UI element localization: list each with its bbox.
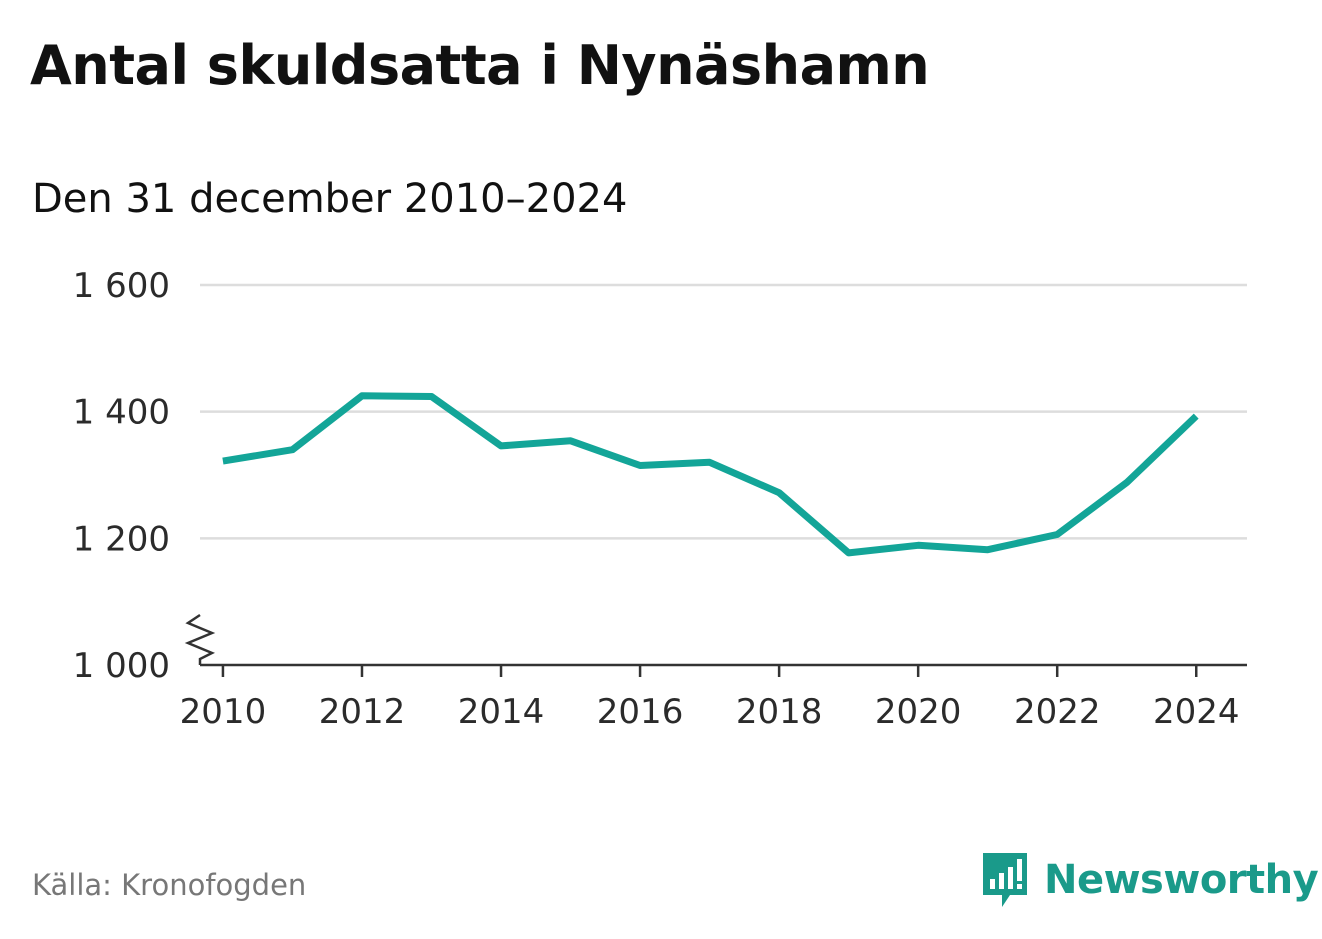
- x-tick-label: 2014: [458, 692, 545, 732]
- chart-subtitle: Den 31 december 2010–2024: [32, 176, 628, 222]
- x-tick-label: 2020: [875, 692, 962, 732]
- y-tick-label: 1 400: [73, 393, 170, 433]
- y-tick-label: 1 600: [73, 266, 170, 306]
- y-tick-label: 1 000: [73, 646, 170, 686]
- brand-name: Newsworthy: [1044, 857, 1319, 903]
- source-note: Källa: Kronofogden: [32, 868, 307, 902]
- x-tick-label: 2016: [597, 692, 684, 732]
- x-tick-label: 2018: [736, 692, 823, 732]
- tick-labels: 1 000 1 200 1 400 1 600 2010 2012 2014 2016 2018…: [73, 266, 1240, 732]
- series-line-0: [222, 392, 1199, 557]
- gridlines: [200, 283, 1247, 540]
- series-layer: [222, 392, 1199, 557]
- y-tick-label: 1 200: [73, 519, 170, 559]
- x-tick-label: 2022: [1014, 692, 1101, 732]
- newsworthy-logo-icon: [983, 853, 1027, 907]
- x-tick-label: 2024: [1153, 692, 1240, 732]
- x-tick-label: 2010: [180, 692, 267, 732]
- chart-title: Antal skuldsatta i Nynäshamn: [30, 34, 930, 97]
- x-tick-label: 2012: [319, 692, 406, 732]
- y-axis-break: [184, 613, 216, 665]
- brand-logo: Newsworthy: [980, 848, 1319, 912]
- axes: [184, 613, 1247, 677]
